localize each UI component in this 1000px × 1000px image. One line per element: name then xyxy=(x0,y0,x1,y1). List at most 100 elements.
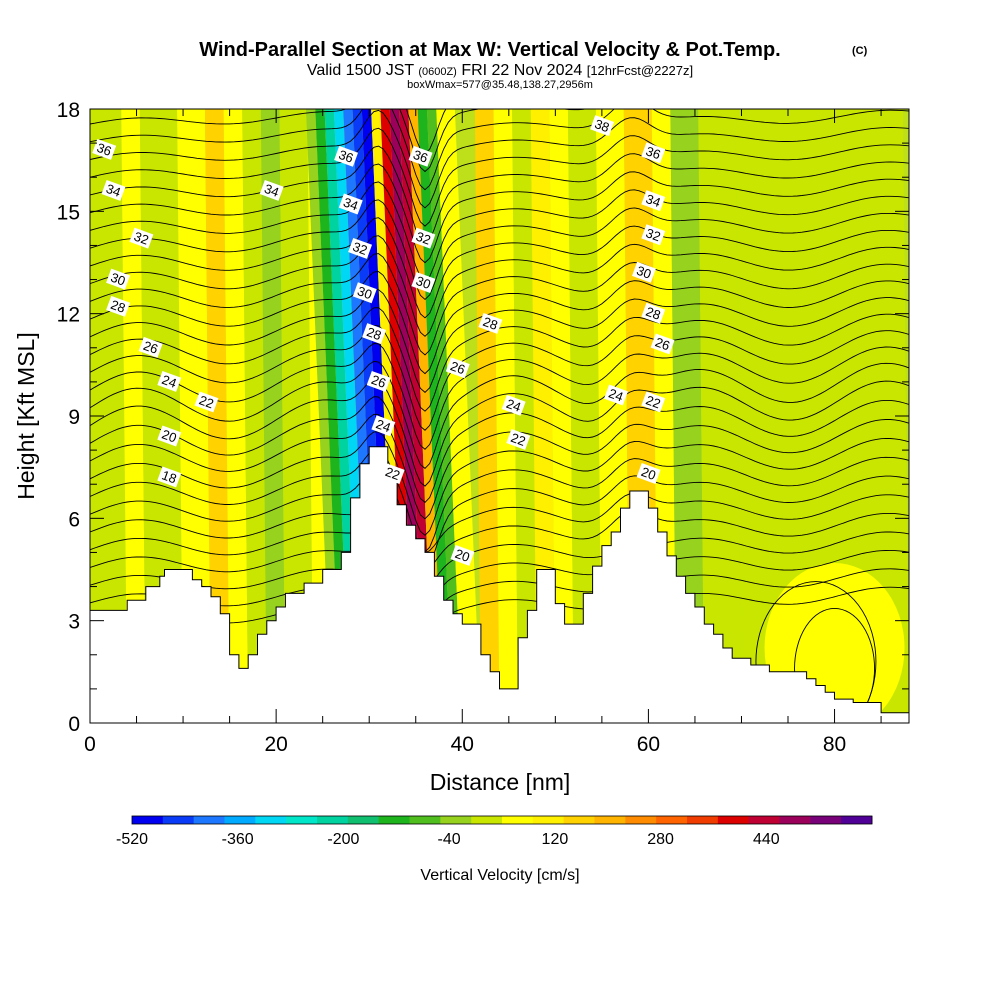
velocity-band xyxy=(512,109,537,723)
theta-label-text: 22 xyxy=(509,430,528,449)
theta-contour xyxy=(90,431,909,536)
theta-label: 36 xyxy=(408,145,433,167)
velocity-band xyxy=(417,109,453,723)
velocity-band xyxy=(670,109,705,723)
theta-label-text: 20 xyxy=(160,427,179,446)
y-tick-label: 9 xyxy=(68,406,80,429)
theta-label: 24 xyxy=(501,394,526,416)
theta-label: 26 xyxy=(366,370,391,392)
colorbar-tick-label: -40 xyxy=(438,831,461,848)
theta-contour xyxy=(90,307,909,412)
theta-contour xyxy=(90,109,909,209)
theta-contour xyxy=(90,127,909,227)
theta-contour xyxy=(90,163,909,264)
colorbar-swatch xyxy=(625,816,657,824)
colorbar-swatch xyxy=(255,816,287,824)
colorbar-swatch xyxy=(193,816,225,824)
theta-contour xyxy=(90,235,909,337)
theta-contour xyxy=(90,343,909,450)
velocity-band xyxy=(493,109,519,723)
theta-label: 30 xyxy=(632,261,656,283)
colorbar-swatch xyxy=(502,816,534,824)
theta-label-text: 22 xyxy=(197,392,216,411)
theta-label: 18 xyxy=(157,466,182,488)
theta-label-text: 24 xyxy=(160,372,179,391)
theta-label-text: 22 xyxy=(644,392,663,411)
theta-label: 24 xyxy=(604,384,628,406)
theta-label-text: 20 xyxy=(639,464,658,483)
x-tick-label: 60 xyxy=(637,733,660,756)
colorbar: -520 -360 -200 -40 120 280 440 xyxy=(116,815,873,848)
y-tick-label: 18 xyxy=(57,99,80,122)
theta-label-text: 32 xyxy=(644,225,663,244)
theta-contour xyxy=(90,109,909,191)
theta-label: 34 xyxy=(641,190,666,212)
theta-label-text: 34 xyxy=(262,181,281,200)
terrain-mask xyxy=(89,446,910,724)
colorbar-swatch xyxy=(162,816,195,824)
theta-label-text: 30 xyxy=(635,263,654,282)
theta-label-text: 24 xyxy=(374,416,393,435)
colorbar-swatch xyxy=(132,816,164,824)
colorbar-swatch xyxy=(779,816,811,824)
theta-contour xyxy=(755,581,877,723)
y-tick-label: 12 xyxy=(57,304,80,327)
theta-contours xyxy=(90,109,909,723)
y-tick-label: 3 xyxy=(68,611,80,634)
theta-contour xyxy=(794,607,875,723)
theta-label-text: 36 xyxy=(337,147,356,166)
subtitle-zulu: (0600Z) xyxy=(418,66,457,78)
theta-contour xyxy=(90,531,909,588)
theta-contour xyxy=(90,271,909,375)
colorbar-swatch xyxy=(378,816,410,824)
theta-contour xyxy=(90,549,909,605)
theta-contour xyxy=(90,289,909,394)
colorbar-swatch xyxy=(748,816,780,824)
theta-contour xyxy=(90,181,909,282)
colorbar-tick-label: 440 xyxy=(753,831,780,848)
theta-contour xyxy=(90,448,909,553)
y-tick-label: 15 xyxy=(57,201,80,224)
theta-label: 24 xyxy=(157,370,182,392)
colorbar-tick-label: -520 xyxy=(116,831,148,848)
theta-label-text: 26 xyxy=(141,338,160,357)
theta-label-text: 24 xyxy=(607,386,626,405)
theta-contour xyxy=(90,145,909,245)
theta-label: 20 xyxy=(157,425,182,447)
theta-label: 22 xyxy=(506,428,531,450)
theta-label-text: 26 xyxy=(448,358,467,377)
theta-label-text: 30 xyxy=(109,270,128,289)
colorbar-swatch xyxy=(656,816,688,824)
colorbar-swatch xyxy=(532,816,565,824)
theta-contour xyxy=(90,568,909,622)
theta-contour xyxy=(90,360,909,470)
colorbar-swatch xyxy=(409,816,441,824)
theta-label: 34 xyxy=(101,179,126,201)
theta-label-text: 32 xyxy=(414,229,433,248)
theta-label: 32 xyxy=(411,227,436,249)
theta-label-text: 28 xyxy=(481,314,500,333)
theta-label: 32 xyxy=(129,227,154,249)
theta-label-text: 32 xyxy=(132,229,151,248)
theta-contour xyxy=(90,217,909,319)
colorbar-swatch xyxy=(440,816,472,824)
x-tick-label: 40 xyxy=(451,733,474,756)
theta-contour xyxy=(90,199,909,301)
colorbar-tick-label: 280 xyxy=(647,831,674,848)
theta-label-text: 26 xyxy=(653,334,672,353)
theta-label: 36 xyxy=(641,142,666,164)
theta-label-text: 38 xyxy=(593,116,612,135)
x-tick-label: 20 xyxy=(264,733,287,756)
theta-labels: 3634323028262422201834363432302826242236… xyxy=(92,115,675,566)
colorbar-swatch xyxy=(810,816,842,824)
theta-label-text: 34 xyxy=(104,181,123,200)
theta-label: 38 xyxy=(590,115,615,137)
colorbar-label: Vertical Velocity [cm/s] xyxy=(420,867,579,884)
subtitle-forecast: [12hrFcst@2227z] xyxy=(587,63,693,78)
velocity-band xyxy=(260,109,286,723)
velocity-band xyxy=(121,109,146,723)
theta-label: 34 xyxy=(259,179,284,201)
theta-label: 28 xyxy=(641,302,666,324)
theta-label-text: 22 xyxy=(383,464,402,483)
theta-contour xyxy=(90,325,909,431)
